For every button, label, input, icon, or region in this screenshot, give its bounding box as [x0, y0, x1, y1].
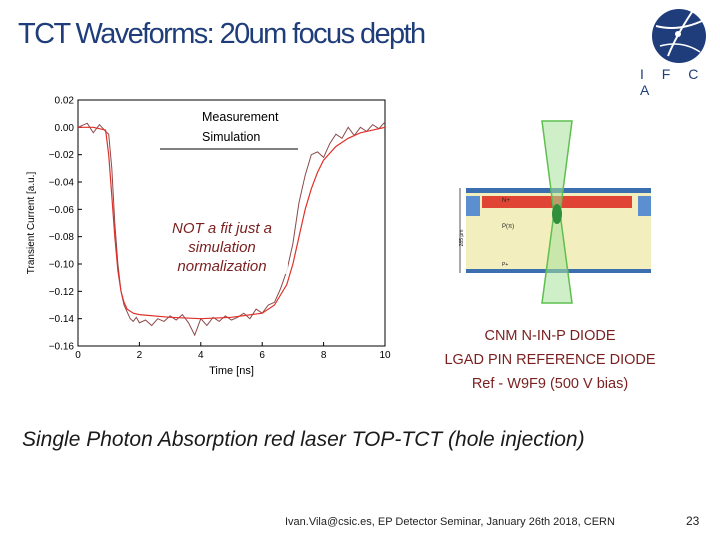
- legend-entry-simulation: Simulation: [202, 130, 260, 144]
- waveform-chart: 0 2 4 6 8 10 0.02 0.00 −0.02 −0.04 −0.06 −0.08 −0.10…: [26, 96, 391, 378]
- x-tick-label: 10: [379, 350, 391, 361]
- y-tick-label: −0.02: [49, 150, 75, 161]
- page-title: TCT Waveforms: 20um focus depth: [18, 18, 426, 50]
- x-tick-label: 8: [321, 350, 327, 361]
- series-line-simulation: [78, 126, 386, 320]
- legend-box: [190, 103, 310, 143]
- x-tick-label: 6: [259, 350, 265, 361]
- y-axis-label: Transient Current [a.u.]: [26, 172, 37, 275]
- x-tick-label: 4: [198, 350, 204, 361]
- y-tick-label: −0.16: [49, 342, 75, 353]
- caption-line-1: CNM N-IN-P DIODE: [484, 328, 616, 344]
- chart-ticks: 0 2 4 6 8 10 0.02 0.00 −0.02 −0.04 −0.06 −0.08 −0.10…: [49, 96, 391, 362]
- chart-axes: [77, 99, 386, 347]
- y-tick-label: 0.02: [55, 96, 75, 107]
- y-tick-label: −0.04: [49, 178, 75, 189]
- logo-text: I F C A: [640, 66, 706, 98]
- plot-frame: [77, 99, 386, 347]
- ifca-logo: [652, 9, 706, 63]
- diode-guard-right: [638, 196, 651, 216]
- chart-annotation: NOT a fit just a simulation normalization: [158, 216, 288, 275]
- footer-text: Ivan.Vila@csic.es, EP Detector Seminar, …: [285, 516, 615, 528]
- label-n-plus: N+: [502, 198, 510, 204]
- annotation-box: [158, 216, 288, 274]
- chart-legend: Measurement Simulation: [160, 103, 310, 150]
- subtitle: Single Photon Absorption red laser TOP-T…: [22, 428, 585, 451]
- annotation-line: NOT a fit just a: [172, 220, 272, 237]
- annotation-line: normalization: [177, 258, 266, 275]
- y-tick-label: 0.00: [55, 123, 75, 134]
- chart-series: [77, 121, 386, 337]
- caption-line-3: Ref - W9F9 (500 V bias): [471, 376, 629, 392]
- laser-focus: [552, 204, 562, 224]
- label-thickness: 285 μm: [459, 230, 465, 247]
- y-tick-label: −0.06: [49, 205, 75, 216]
- y-tick-label: −0.08: [49, 232, 75, 243]
- x-tick-label: 0: [75, 350, 81, 361]
- page-number: 23: [686, 514, 700, 528]
- label-p-plus: P+: [502, 262, 508, 268]
- caption-line-2: LGAD PIN REFERENCE DIODE: [444, 352, 656, 368]
- x-axis-label: Time [ns]: [209, 365, 254, 377]
- diode-guard-left: [466, 196, 480, 216]
- diode-diagram: N+ P(π) P+ 285 μm: [459, 120, 651, 304]
- y-tick-label: −0.12: [49, 287, 75, 298]
- label-p-pi: P(π): [502, 224, 514, 230]
- legend-entry-measurement: Measurement: [202, 110, 279, 124]
- y-tick-label: −0.14: [49, 314, 75, 325]
- annotation-line: simulation: [188, 239, 256, 256]
- x-tick-label: 2: [137, 350, 143, 361]
- y-tick-label: −0.10: [49, 260, 75, 271]
